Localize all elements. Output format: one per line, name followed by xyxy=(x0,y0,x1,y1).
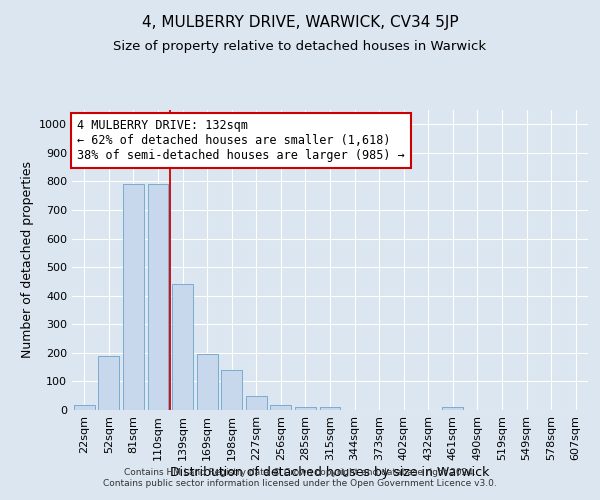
Bar xyxy=(221,370,242,410)
Bar xyxy=(295,407,316,410)
Text: Size of property relative to detached houses in Warwick: Size of property relative to detached ho… xyxy=(113,40,487,53)
Text: 4 MULBERRY DRIVE: 132sqm
← 62% of detached houses are smaller (1,618)
38% of sem: 4 MULBERRY DRIVE: 132sqm ← 62% of detach… xyxy=(77,119,405,162)
Bar xyxy=(98,356,119,410)
Bar xyxy=(442,407,463,410)
Bar xyxy=(172,284,193,410)
Bar xyxy=(197,354,218,410)
Bar xyxy=(74,405,95,410)
Bar xyxy=(320,407,340,410)
Y-axis label: Number of detached properties: Number of detached properties xyxy=(20,162,34,358)
X-axis label: Distribution of detached houses by size in Warwick: Distribution of detached houses by size … xyxy=(170,466,490,478)
Bar xyxy=(271,405,292,410)
Bar xyxy=(123,184,144,410)
Text: 4, MULBERRY DRIVE, WARWICK, CV34 5JP: 4, MULBERRY DRIVE, WARWICK, CV34 5JP xyxy=(142,15,458,30)
Text: Contains HM Land Registry data © Crown copyright and database right 2024.
Contai: Contains HM Land Registry data © Crown c… xyxy=(103,468,497,487)
Bar xyxy=(246,396,267,410)
Bar xyxy=(148,184,169,410)
